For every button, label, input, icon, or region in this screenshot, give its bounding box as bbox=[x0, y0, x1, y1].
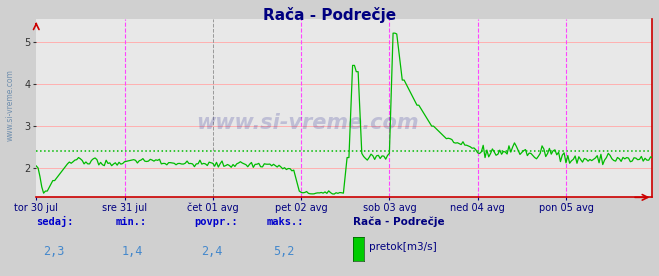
Text: www.si-vreme.com: www.si-vreme.com bbox=[196, 113, 418, 132]
Text: 5,2: 5,2 bbox=[273, 245, 295, 258]
Text: 2,3: 2,3 bbox=[43, 245, 64, 258]
Text: Rača - Podrečje: Rača - Podrečje bbox=[263, 7, 396, 23]
Text: 2,4: 2,4 bbox=[201, 245, 222, 258]
Text: maks.:: maks.: bbox=[267, 217, 304, 227]
Text: Rača - Podrečje: Rača - Podrečje bbox=[353, 216, 444, 227]
Text: www.si-vreme.com: www.si-vreme.com bbox=[5, 69, 14, 141]
Text: min.:: min.: bbox=[115, 217, 146, 227]
Text: sedaj:: sedaj: bbox=[36, 216, 74, 227]
Text: 1,4: 1,4 bbox=[122, 245, 143, 258]
Text: pretok[m3/s]: pretok[m3/s] bbox=[369, 242, 437, 252]
Text: povpr.:: povpr.: bbox=[194, 217, 238, 227]
